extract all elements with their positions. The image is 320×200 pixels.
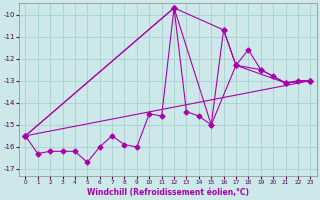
- X-axis label: Windchill (Refroidissement éolien,°C): Windchill (Refroidissement éolien,°C): [87, 188, 249, 197]
